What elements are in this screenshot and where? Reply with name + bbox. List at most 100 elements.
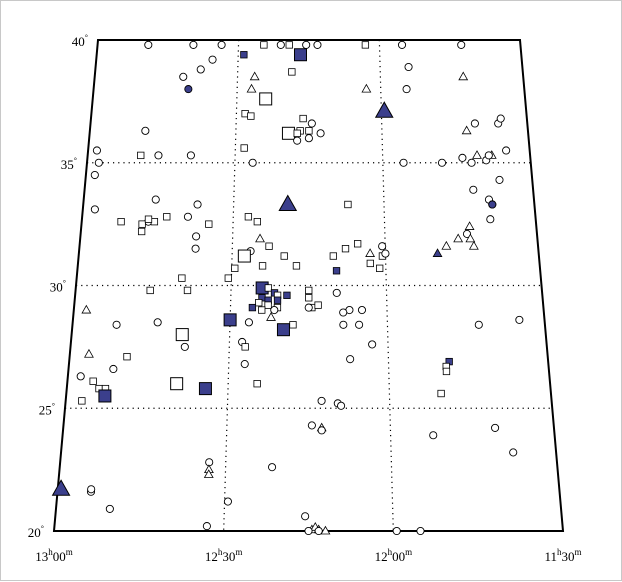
ra-gridline [378, 39, 394, 532]
point-marker [258, 306, 266, 314]
point-marker [255, 299, 263, 307]
point-marker [307, 119, 316, 128]
point-marker [502, 146, 511, 155]
point-marker [117, 218, 125, 226]
point-marker [515, 315, 524, 324]
point-marker [183, 286, 192, 295]
point-marker [78, 397, 86, 405]
ra-tick-label: 13h00m [35, 547, 73, 564]
point-marker [87, 485, 96, 494]
point-marker [441, 240, 452, 250]
point-marker [138, 220, 146, 228]
point-marker [264, 284, 273, 292]
point-marker [89, 377, 97, 385]
point-marker [259, 92, 273, 106]
point-marker [357, 305, 367, 315]
point-marker [184, 85, 193, 94]
point-marker [154, 151, 163, 160]
point-marker [248, 303, 257, 312]
point-marker [299, 114, 307, 123]
point-marker [203, 469, 214, 478]
point-marker [314, 301, 322, 309]
point-marker [461, 125, 472, 135]
point-marker [98, 389, 112, 403]
point-marker [285, 41, 293, 49]
point-marker [301, 512, 310, 521]
point-marker [289, 321, 297, 329]
point-marker [217, 40, 226, 49]
point-marker [240, 51, 248, 59]
point-marker [90, 170, 99, 180]
point-marker [397, 40, 407, 49]
point-marker [307, 421, 316, 430]
point-marker [255, 233, 265, 243]
point-marker [429, 431, 438, 440]
map-boundary [52, 39, 565, 532]
point-marker [365, 248, 376, 257]
point-marker [180, 342, 189, 351]
point-marker [341, 245, 350, 253]
point-marker [292, 262, 301, 270]
ra-tick-label: 11h30m [544, 547, 581, 564]
point-marker [192, 232, 201, 241]
point-marker [266, 312, 276, 321]
point-marker [223, 497, 232, 506]
grid-lines [65, 39, 553, 532]
point-marker [484, 151, 493, 160]
point-marker [509, 448, 518, 457]
point-marker [268, 463, 277, 472]
point-marker [163, 213, 171, 221]
point-marker [467, 158, 476, 167]
point-marker [346, 355, 355, 364]
point-marker [283, 291, 291, 299]
point-marker [304, 134, 313, 143]
point-marker [344, 200, 352, 209]
point-marker [247, 112, 255, 120]
point-marker [253, 218, 261, 226]
point-marker [470, 119, 479, 128]
point-marker [355, 320, 364, 329]
point-marker [240, 360, 249, 369]
point-marker [189, 40, 198, 49]
point-marker [112, 320, 121, 329]
point-marker [92, 146, 101, 155]
point-marker [84, 348, 94, 358]
point-marker [258, 262, 267, 270]
ra-tick-label: 12h00m [375, 547, 413, 564]
point-marker [76, 372, 85, 381]
point-marker [464, 221, 475, 230]
point-marker [469, 185, 478, 194]
point-marker [381, 249, 390, 258]
point-marker [293, 48, 307, 62]
point-marker [361, 41, 370, 49]
point-marker [179, 72, 188, 81]
point-marker [278, 194, 298, 211]
point-marker [488, 200, 497, 209]
point-marker [337, 401, 346, 410]
point-marker [153, 318, 162, 327]
point-marker [281, 126, 295, 140]
point-marker [244, 213, 253, 221]
point-marker [249, 71, 260, 81]
point-marker [146, 286, 154, 295]
point-marker [175, 328, 189, 342]
point-marker [137, 151, 145, 160]
point-marker [317, 426, 326, 435]
point-marker [208, 55, 217, 64]
point-marker [178, 274, 186, 282]
point-marker [399, 158, 408, 167]
point-marker [270, 305, 279, 315]
point-marker [170, 377, 184, 391]
point-marker [468, 240, 479, 250]
point-marker [293, 136, 302, 145]
point-marker [123, 353, 131, 361]
point-marker [374, 101, 394, 118]
point-marker [193, 200, 202, 209]
point-marker [305, 286, 313, 295]
point-marker [90, 205, 99, 214]
point-marker [437, 158, 447, 167]
point-marker [368, 340, 377, 349]
dec-tick-label: 30° [50, 279, 66, 295]
point-marker [240, 144, 248, 152]
point-marker [302, 40, 311, 49]
